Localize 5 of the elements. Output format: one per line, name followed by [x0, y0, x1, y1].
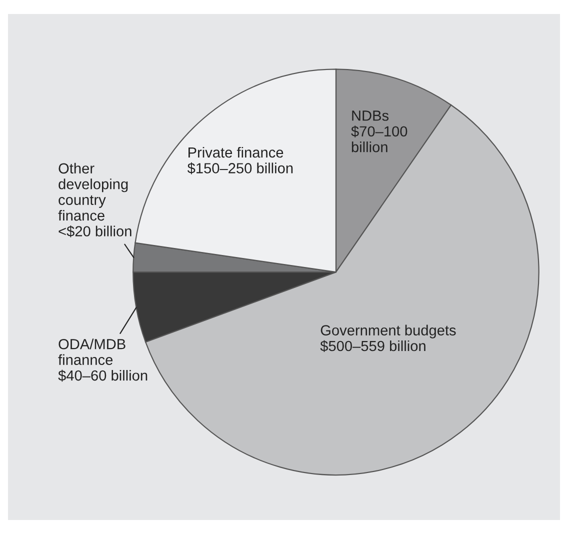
slice-label: NDBs $70–100 billion [351, 110, 408, 152]
slice-label: Other developing country finance <$20 billion [58, 162, 132, 238]
slice-label: Government budgets $500–559 billion [320, 324, 456, 352]
slice-label: Private finance $150–250 billion [187, 146, 293, 174]
slice-label: ODA/MDB finannce $40–60 billion [58, 338, 148, 382]
